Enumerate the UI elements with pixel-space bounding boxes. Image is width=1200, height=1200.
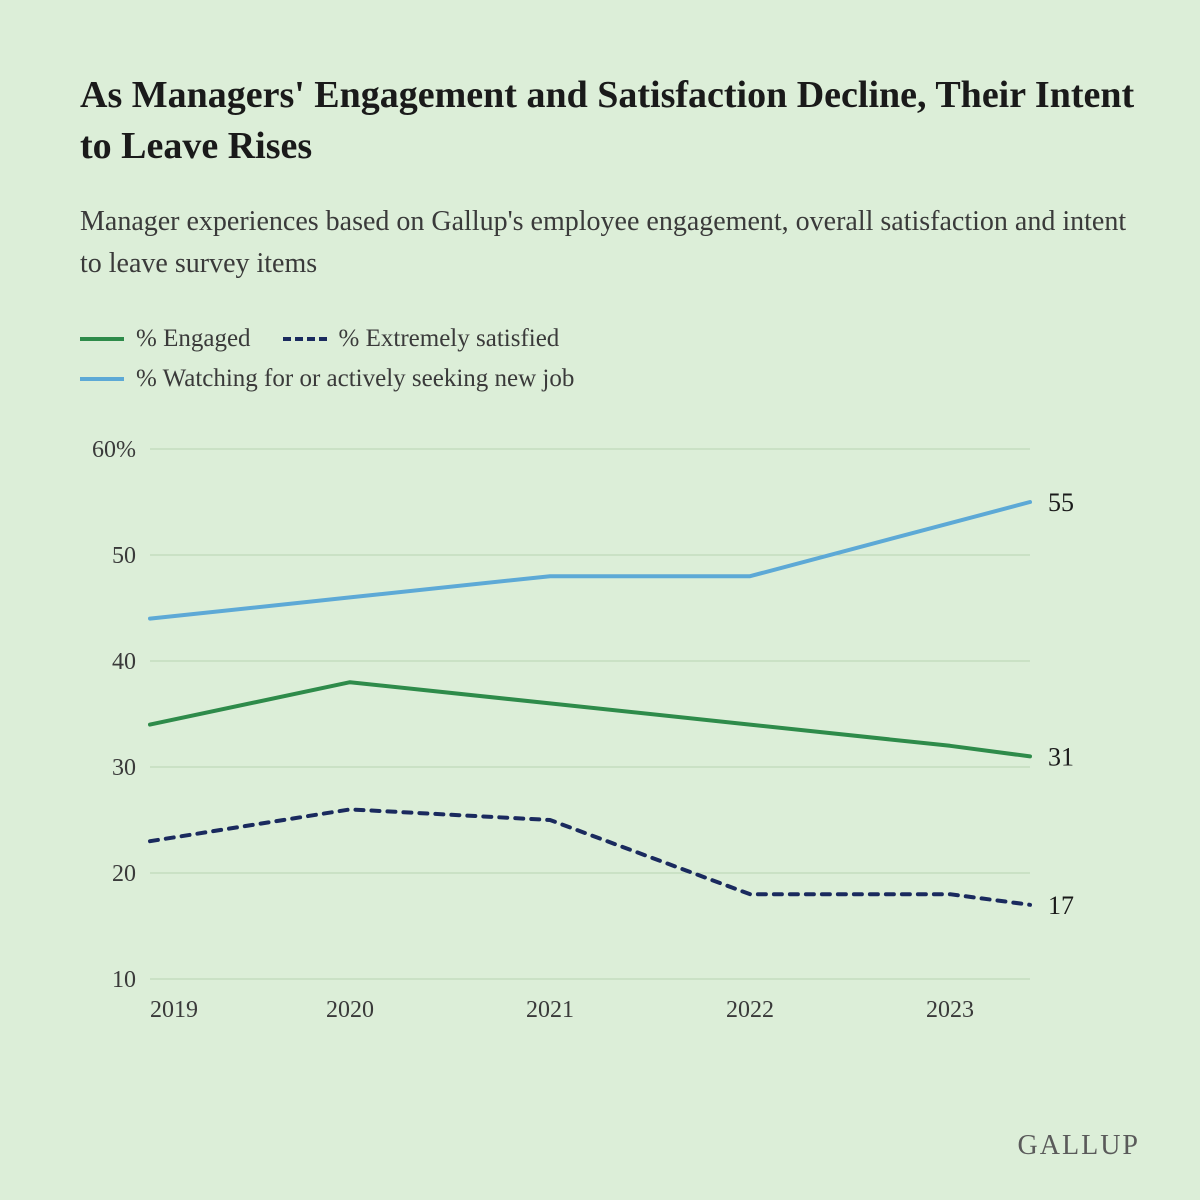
legend-item-watching: % Watching for or actively seeking new j… [80,359,574,399]
svg-text:30: 30 [112,755,136,781]
legend-swatch-satisfied [283,337,327,341]
svg-text:2020: 2020 [326,997,374,1023]
legend-swatch-watching [80,377,124,381]
legend-label-satisfied: % Extremely satisfied [339,319,560,359]
chart-svg: 10 20 30 40 50 60% 2019 2020 2021 2022 2023 55 31 17 [80,429,1120,1029]
svg-text:2022: 2022 [726,997,774,1023]
chart-subtitle: Manager experiences based on Gallup's em… [80,201,1140,285]
svg-text:55: 55 [1048,488,1074,517]
svg-text:60%: 60% [92,437,136,463]
brand-logo: GALLUP [1018,1130,1140,1162]
line-chart: 10 20 30 40 50 60% 2019 2020 2021 2022 2023 55 31 17 [80,429,1120,1029]
legend-label-watching: % Watching for or actively seeking new j… [136,359,574,399]
svg-text:50: 50 [112,543,136,569]
legend-item-satisfied: % Extremely satisfied [283,319,560,359]
svg-text:20: 20 [112,861,136,887]
svg-text:40: 40 [112,649,136,675]
svg-text:2019: 2019 [150,997,198,1023]
legend-swatch-engaged [80,337,124,341]
svg-text:31: 31 [1048,742,1074,771]
svg-text:2023: 2023 [926,997,974,1023]
svg-text:2021: 2021 [526,997,574,1023]
svg-text:10: 10 [112,967,136,993]
legend-item-engaged: % Engaged [80,319,251,359]
chart-title: As Managers' Engagement and Satisfaction… [80,70,1140,173]
legend: % Engaged % Extremely satisfied % Watchi… [80,319,1140,399]
svg-text:17: 17 [1048,890,1074,919]
legend-label-engaged: % Engaged [136,319,251,359]
